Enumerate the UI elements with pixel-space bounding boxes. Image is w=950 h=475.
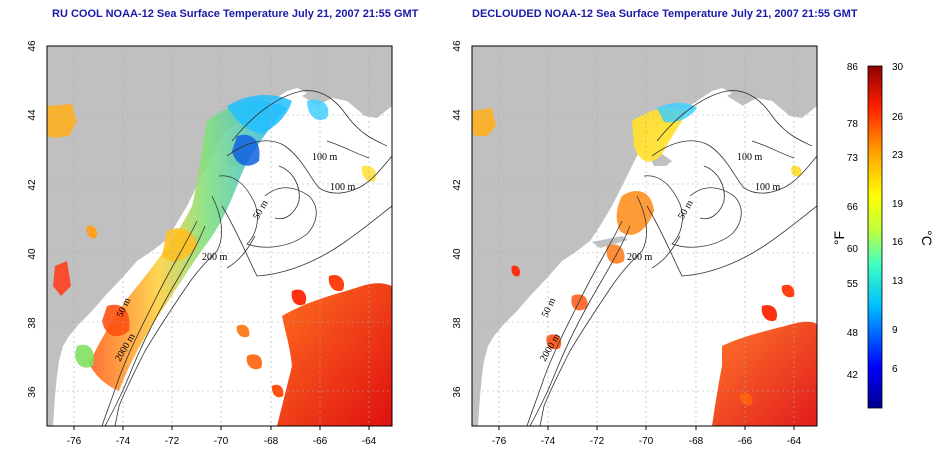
left-map-frame: [46, 45, 393, 427]
left-x-tick: -66: [313, 436, 328, 447]
left-sst-coastal: [47, 94, 377, 391]
right-x-tick: -64: [787, 436, 802, 447]
right-panel-title: DECLOUDED NOAA-12 Sea Surface Temperatur…: [472, 8, 858, 20]
colorbar-celsius-label: °C: [919, 230, 935, 246]
colorbar-fahrenheit-label: °F: [831, 231, 847, 245]
right-x-tick: -72: [590, 436, 605, 447]
left-y-axis: 46 44 42 40 38 36: [27, 40, 38, 398]
right-y-tick: 44: [452, 109, 463, 121]
left-y-tick: 46: [27, 40, 38, 52]
right-x-axis: -76 -74 -72 -70 -68 -66 -64: [492, 426, 802, 447]
left-y-tick: 42: [27, 179, 38, 191]
colorbar-c-tick: 9: [892, 325, 898, 336]
colorbar-f-tick: 66: [847, 202, 859, 213]
right-x-tick: -68: [689, 436, 704, 447]
left-contour-label-100m-a: 100 m: [312, 152, 338, 163]
left-x-tick: -64: [362, 436, 377, 447]
colorbar-c-tick: 13: [892, 276, 904, 287]
left-x-axis: -76 -74 -72 -70 -68 -66 -64: [67, 426, 377, 447]
left-map-panel: 100 m 100 m 50 m 200 m 50 m 2000 m: [47, 46, 392, 426]
colorbar: 86 78 73 66 60 55 48 42 30 26 23 19 16 1…: [831, 62, 935, 409]
colorbar-gradient: [867, 65, 883, 409]
right-y-tick: 38: [452, 317, 463, 329]
colorbar-c-tick: 19: [892, 199, 904, 210]
colorbar-c-tick: 23: [892, 150, 904, 161]
left-contour-label-200m: 200 m: [202, 252, 228, 263]
colorbar-f-tick: 78: [847, 119, 859, 130]
colorbar-c-tick: 6: [892, 364, 898, 375]
colorbar-f-tick: 73: [847, 153, 859, 164]
colorbar-f-tick: 48: [847, 328, 859, 339]
left-x-tick: -70: [214, 436, 229, 447]
right-sst-gulfstream: [712, 284, 817, 426]
right-sst-coastal: [472, 102, 802, 350]
colorbar-f-tick: 60: [847, 244, 859, 255]
right-contour-label-100m-a: 100 m: [737, 152, 763, 163]
left-x-tick: -76: [67, 436, 82, 447]
left-x-tick: -72: [165, 436, 180, 447]
right-contour-label-200m: 200 m: [627, 252, 653, 263]
left-sst-gulfstream: [236, 274, 392, 426]
left-y-tick: 36: [27, 386, 38, 398]
colorbar-f-tick: 55: [847, 279, 859, 290]
colorbar-f-tick: 42: [847, 370, 859, 381]
left-x-tick: -74: [116, 436, 131, 447]
right-contour-label-100m-b: 100 m: [755, 182, 781, 193]
right-y-tick: 40: [452, 248, 463, 260]
colorbar-c-tick: 26: [892, 112, 904, 123]
right-y-tick: 42: [452, 179, 463, 191]
left-y-tick: 44: [27, 109, 38, 121]
left-panel-title: RU COOL NOAA-12 Sea Surface Temperature …: [52, 8, 419, 20]
colorbar-c-tick: 16: [892, 237, 904, 248]
right-x-tick: -74: [541, 436, 556, 447]
right-y-tick: 36: [452, 386, 463, 398]
right-x-tick: -66: [738, 436, 753, 447]
right-x-tick: -70: [639, 436, 654, 447]
left-y-tick: 40: [27, 248, 38, 260]
left-contour-label-100m-b: 100 m: [330, 182, 356, 193]
right-y-axis: 46 44 42 40 38 36: [452, 40, 463, 398]
right-map-panel: 100 m 100 m 50 m 200 m 50 m 2000 m: [472, 46, 817, 426]
left-x-tick: -68: [264, 436, 279, 447]
right-x-tick: -76: [492, 436, 507, 447]
right-y-tick: 46: [452, 40, 463, 52]
colorbar-c-tick: 30: [892, 62, 904, 73]
colorbar-f-tick: 86: [847, 62, 859, 73]
left-y-tick: 38: [27, 317, 38, 329]
right-map-frame: [471, 45, 818, 427]
